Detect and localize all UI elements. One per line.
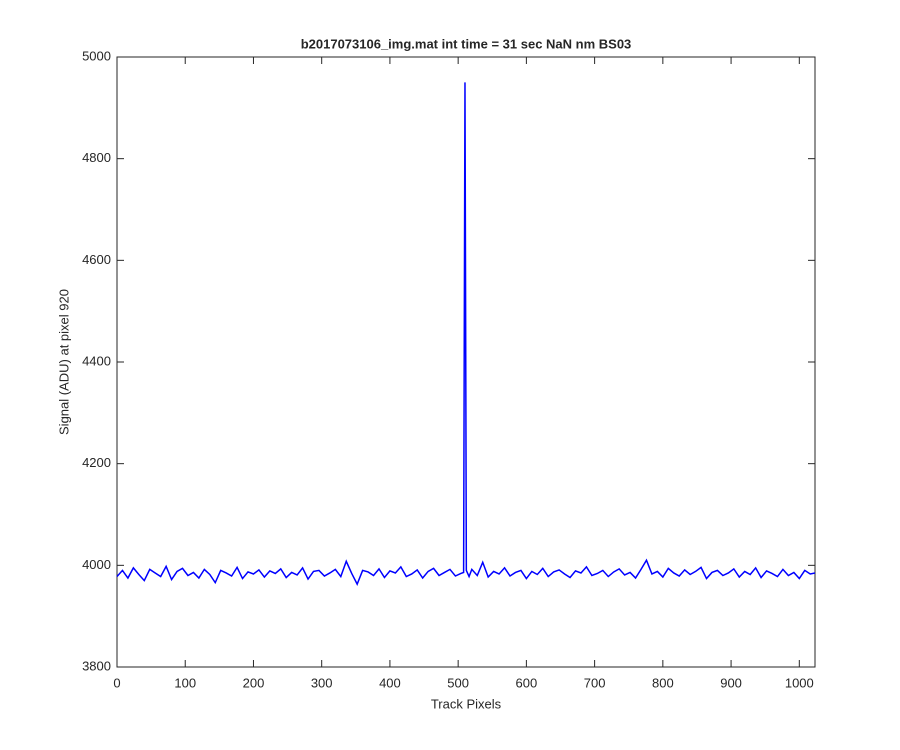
y-tick-label: 4000	[82, 557, 111, 572]
x-tick-label: 900	[720, 675, 742, 690]
x-tick-label: 500	[447, 675, 469, 690]
x-tick-label: 1000	[785, 675, 814, 690]
y-tick-label: 4800	[82, 150, 111, 165]
x-tick-label: 100	[174, 675, 196, 690]
x-tick-label: 600	[516, 675, 538, 690]
x-axis-label: Track Pixels	[431, 696, 502, 711]
y-tick-label: 4400	[82, 353, 111, 368]
y-tick-label: 4600	[82, 252, 111, 267]
y-tick-label: 4200	[82, 455, 111, 470]
x-tick-label: 300	[311, 675, 333, 690]
x-tick-label: 200	[243, 675, 265, 690]
y-tick-label: 3800	[82, 658, 111, 673]
x-tick-label: 0	[113, 675, 120, 690]
chart-title: b2017073106_img.mat int time = 31 sec Na…	[301, 36, 632, 51]
y-axis-label: Signal (ADU) at pixel 920	[56, 289, 71, 435]
x-tick-label: 400	[379, 675, 401, 690]
data-line	[116, 82, 816, 586]
x-tick-label: 700	[584, 675, 606, 690]
y-tick-label: 5000	[82, 48, 111, 63]
x-tick-label: 800	[652, 675, 674, 690]
